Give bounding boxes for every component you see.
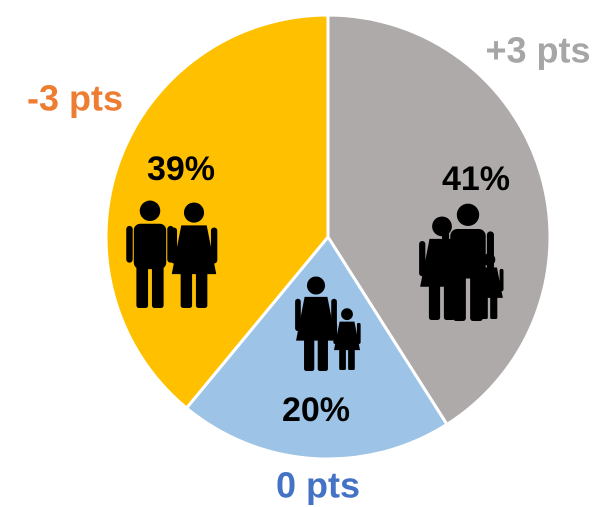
data-label: 39% [147,150,215,188]
icon-leg [136,264,149,308]
icon-body [296,296,336,341]
icon-body [420,238,464,287]
change-annotation: 0 pts [276,465,360,506]
icon-leg [180,265,193,308]
person-icon [170,202,218,308]
icon-arm [210,227,218,264]
icon-arm [458,240,465,277]
icon-head [482,253,496,266]
icon-arm [356,322,361,344]
change-annotation: +3 pts [485,30,590,71]
icon-leg [480,292,488,319]
icon-head [139,200,161,222]
icon-body [475,267,503,298]
icon-arm [419,240,426,277]
person-icon [333,308,361,370]
person-icon [474,253,504,319]
icon-leg [348,345,355,370]
icon-head [183,202,205,223]
person-icon [419,216,465,320]
data-label: 20% [282,391,350,429]
change-annotation: -3 pts [27,78,123,119]
icon-leg [304,333,315,371]
icon-body [333,321,361,351]
data-label: 41% [442,160,510,198]
icon-arm [474,268,479,292]
icon-arm [170,227,178,264]
icon-leg [339,345,346,370]
icon-leg [195,265,208,308]
icon-leg [490,292,498,319]
icon-arm [295,298,301,332]
icon-body [133,223,167,270]
icon-head [306,276,326,295]
icon-leg [443,278,456,320]
pie-slice [184,234,450,461]
icon-leg [151,264,164,308]
icon-head [432,216,452,237]
pie-slice [104,13,330,411]
icon-arm [499,268,504,292]
icon-leg [317,333,328,371]
icon-arm [126,225,133,263]
icon-head [341,308,353,321]
icon-leg [428,278,441,320]
icon-arm [333,322,338,344]
icon-head [456,203,480,227]
icon-body [171,225,217,275]
person-icon [295,276,337,371]
